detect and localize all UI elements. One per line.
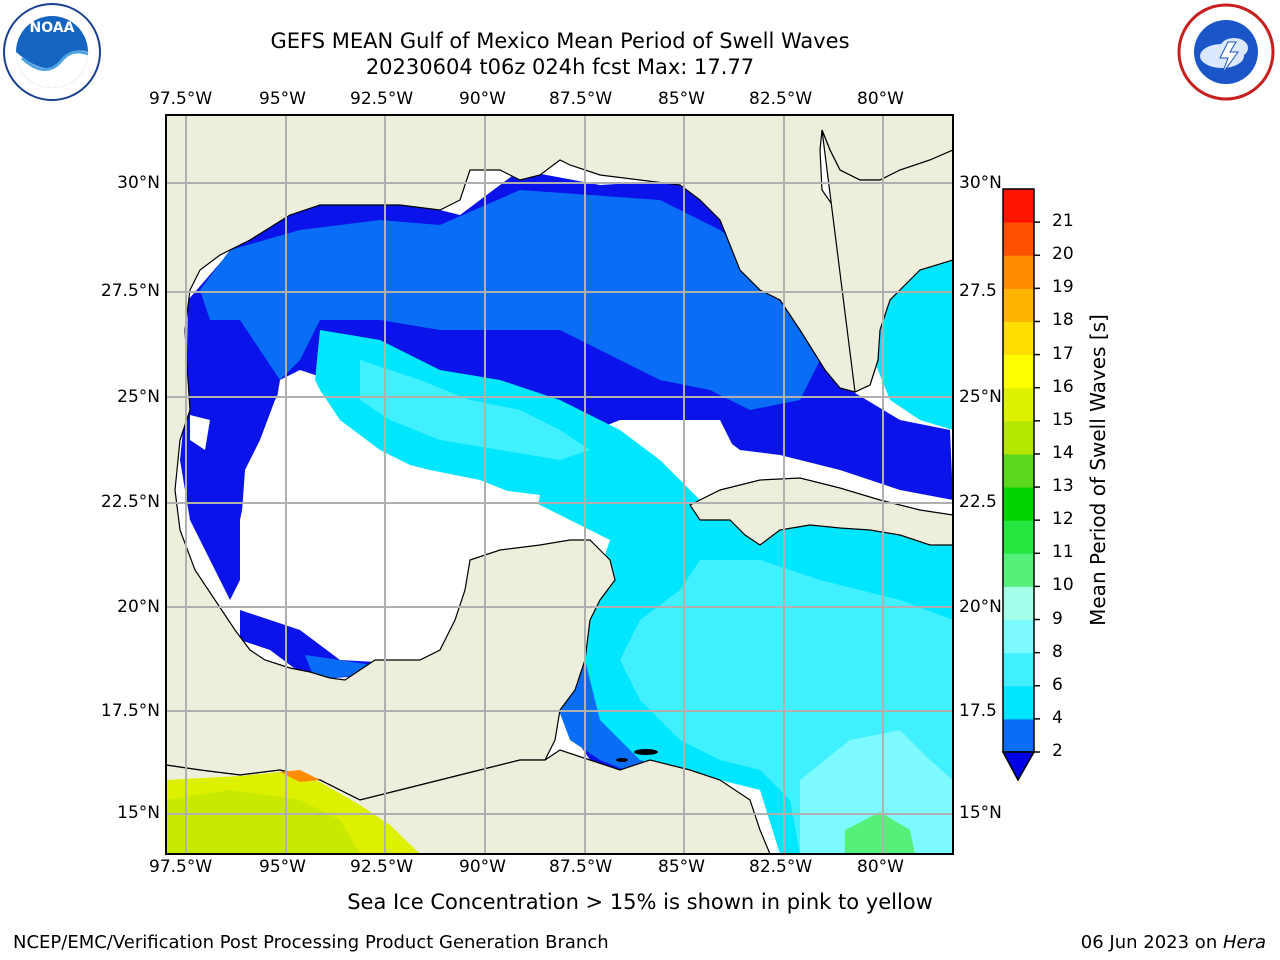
lon-label: 87.5°W	[549, 857, 613, 877]
colorbar-segment	[1003, 354, 1034, 389]
footer-date: 06 Jun 2023 on Hera	[1081, 932, 1266, 953]
colorbar-tick-label: 18	[1052, 310, 1074, 331]
sea-ice-shading	[166, 790, 360, 854]
nws-logo	[1176, 2, 1276, 102]
lon-label: 95°W	[259, 89, 306, 109]
map-area	[166, 115, 953, 854]
lat-label: 17.5°N	[100, 701, 160, 721]
lat-label: 27.5°N	[100, 281, 160, 301]
colorbar-tick-label: 12	[1052, 509, 1074, 530]
swell-contour-light	[800, 730, 953, 854]
lat-label: 25°N	[117, 387, 160, 407]
noaa-logo: NOAA	[2, 2, 102, 102]
lat-label: 30°N	[959, 173, 1002, 193]
swell-contour-medium	[200, 190, 820, 410]
colorbar-tick-label: 16	[1052, 376, 1074, 397]
lat-label: 22.5°N	[100, 492, 160, 512]
colorbar-segment	[1003, 222, 1034, 256]
lat-label: 22.5	[959, 492, 997, 512]
footer-credit: NCEP/EMC/Verification Post Processing Pr…	[13, 932, 609, 953]
land-florida-tip	[821, 129, 953, 393]
lon-label: 87.5°W	[549, 89, 613, 109]
lon-label: 95°W	[259, 857, 306, 877]
colorbar-segment	[1003, 619, 1034, 654]
colorbar-segment	[1003, 321, 1034, 356]
lat-label: 27.5	[959, 281, 997, 301]
colorbar-segment	[1003, 586, 1034, 621]
lon-label: 90°W	[459, 89, 506, 109]
footer-host: Hera	[1222, 932, 1266, 953]
lat-label: 20°N	[959, 597, 1002, 617]
swell-contour-green	[845, 812, 915, 854]
lon-label: 85°W	[658, 857, 705, 877]
footer-note-wrap: Sea Ice Concentration > 15% is shown in …	[0, 890, 1280, 914]
lat-label: 20°N	[117, 597, 160, 617]
land-cuba	[689, 477, 953, 546]
lon-label: 92.5°W	[350, 89, 414, 109]
swell-contour-blank	[240, 375, 540, 660]
map-title-line2: 20230604 t06z 024h fcst Max: 17.77	[365, 55, 755, 79]
swell-contour-medium	[305, 655, 372, 680]
lon-label: 85°W	[658, 89, 705, 109]
lon-label: 90°W	[459, 857, 506, 877]
colorbar-segment	[1003, 387, 1034, 422]
colorbar-tick-label: 19	[1052, 277, 1074, 298]
colorbar-tick-label: 8	[1052, 641, 1063, 662]
colorbar-segment	[1003, 420, 1034, 455]
lat-label: 30°N	[117, 173, 160, 193]
colorbar-tick-label: 6	[1052, 674, 1063, 695]
lon-label: 80°W	[857, 857, 904, 877]
colorbar-segment	[1003, 718, 1034, 753]
map-gridlines	[166, 115, 953, 854]
colorbar-tick-label: 21	[1052, 211, 1074, 232]
swell-contour-light	[360, 360, 590, 460]
colorbar-tick-label: 10	[1052, 575, 1074, 596]
land-island	[616, 758, 628, 762]
colorbar-tick-label: 4	[1052, 707, 1063, 728]
colorbar-tick-label: 11	[1052, 542, 1074, 563]
footer-date-prefix: 06 Jun 2023 on	[1080, 932, 1223, 953]
colorbar-segment	[1003, 288, 1034, 322]
land-island	[634, 749, 658, 755]
lon-label: 82.5°W	[749, 89, 813, 109]
colorbar-segment	[1003, 652, 1034, 687]
colorbar-label: Mean Period of Swell Waves [s]	[1086, 314, 1110, 626]
colorbar-segment	[1003, 553, 1034, 587]
colorbar-tick-label: 17	[1052, 343, 1074, 364]
sea-ice-shading	[280, 770, 320, 782]
colorbar-tick-label: 13	[1052, 476, 1074, 497]
colorbar-tick-label: 15	[1052, 409, 1074, 430]
footer-note: Sea Ice Concentration > 15% is shown in …	[347, 890, 933, 914]
colorbar-extend-arrow	[1001, 751, 1036, 782]
lon-label: 97.5°W	[149, 857, 213, 877]
map-title-line1: GEFS MEAN Gulf of Mexico Mean Period of …	[270, 29, 850, 53]
lon-label: 80°W	[857, 89, 904, 109]
lon-label: 92.5°W	[350, 857, 414, 877]
colorbar-segment	[1003, 453, 1034, 488]
swell-contour-blank	[190, 415, 210, 450]
map-frame	[165, 114, 954, 855]
lat-label: 15°N	[117, 803, 160, 823]
colorbar-tick-label: 20	[1052, 244, 1074, 265]
colorbar-segment	[1003, 189, 1034, 223]
lat-label: 17.5	[959, 701, 997, 721]
lat-label: 25°N	[959, 387, 1002, 407]
colorbar-segment	[1003, 255, 1034, 289]
colorbar-tick-label: 14	[1052, 442, 1074, 463]
colorbar-segment	[1003, 520, 1034, 554]
lat-label: 15°N	[959, 803, 1002, 823]
colorbar-tick-label: 9	[1052, 608, 1063, 629]
noaa-logo-text: NOAA	[29, 20, 75, 36]
colorbar-tick-label: 2	[1052, 741, 1063, 761]
lon-label: 82.5°W	[749, 857, 813, 877]
lon-label: 97.5°W	[149, 89, 213, 109]
colorbar-segment	[1003, 487, 1034, 521]
colorbar-segment	[1003, 685, 1034, 720]
colorbar	[1001, 188, 1040, 782]
swell-contour-blank	[645, 420, 740, 470]
